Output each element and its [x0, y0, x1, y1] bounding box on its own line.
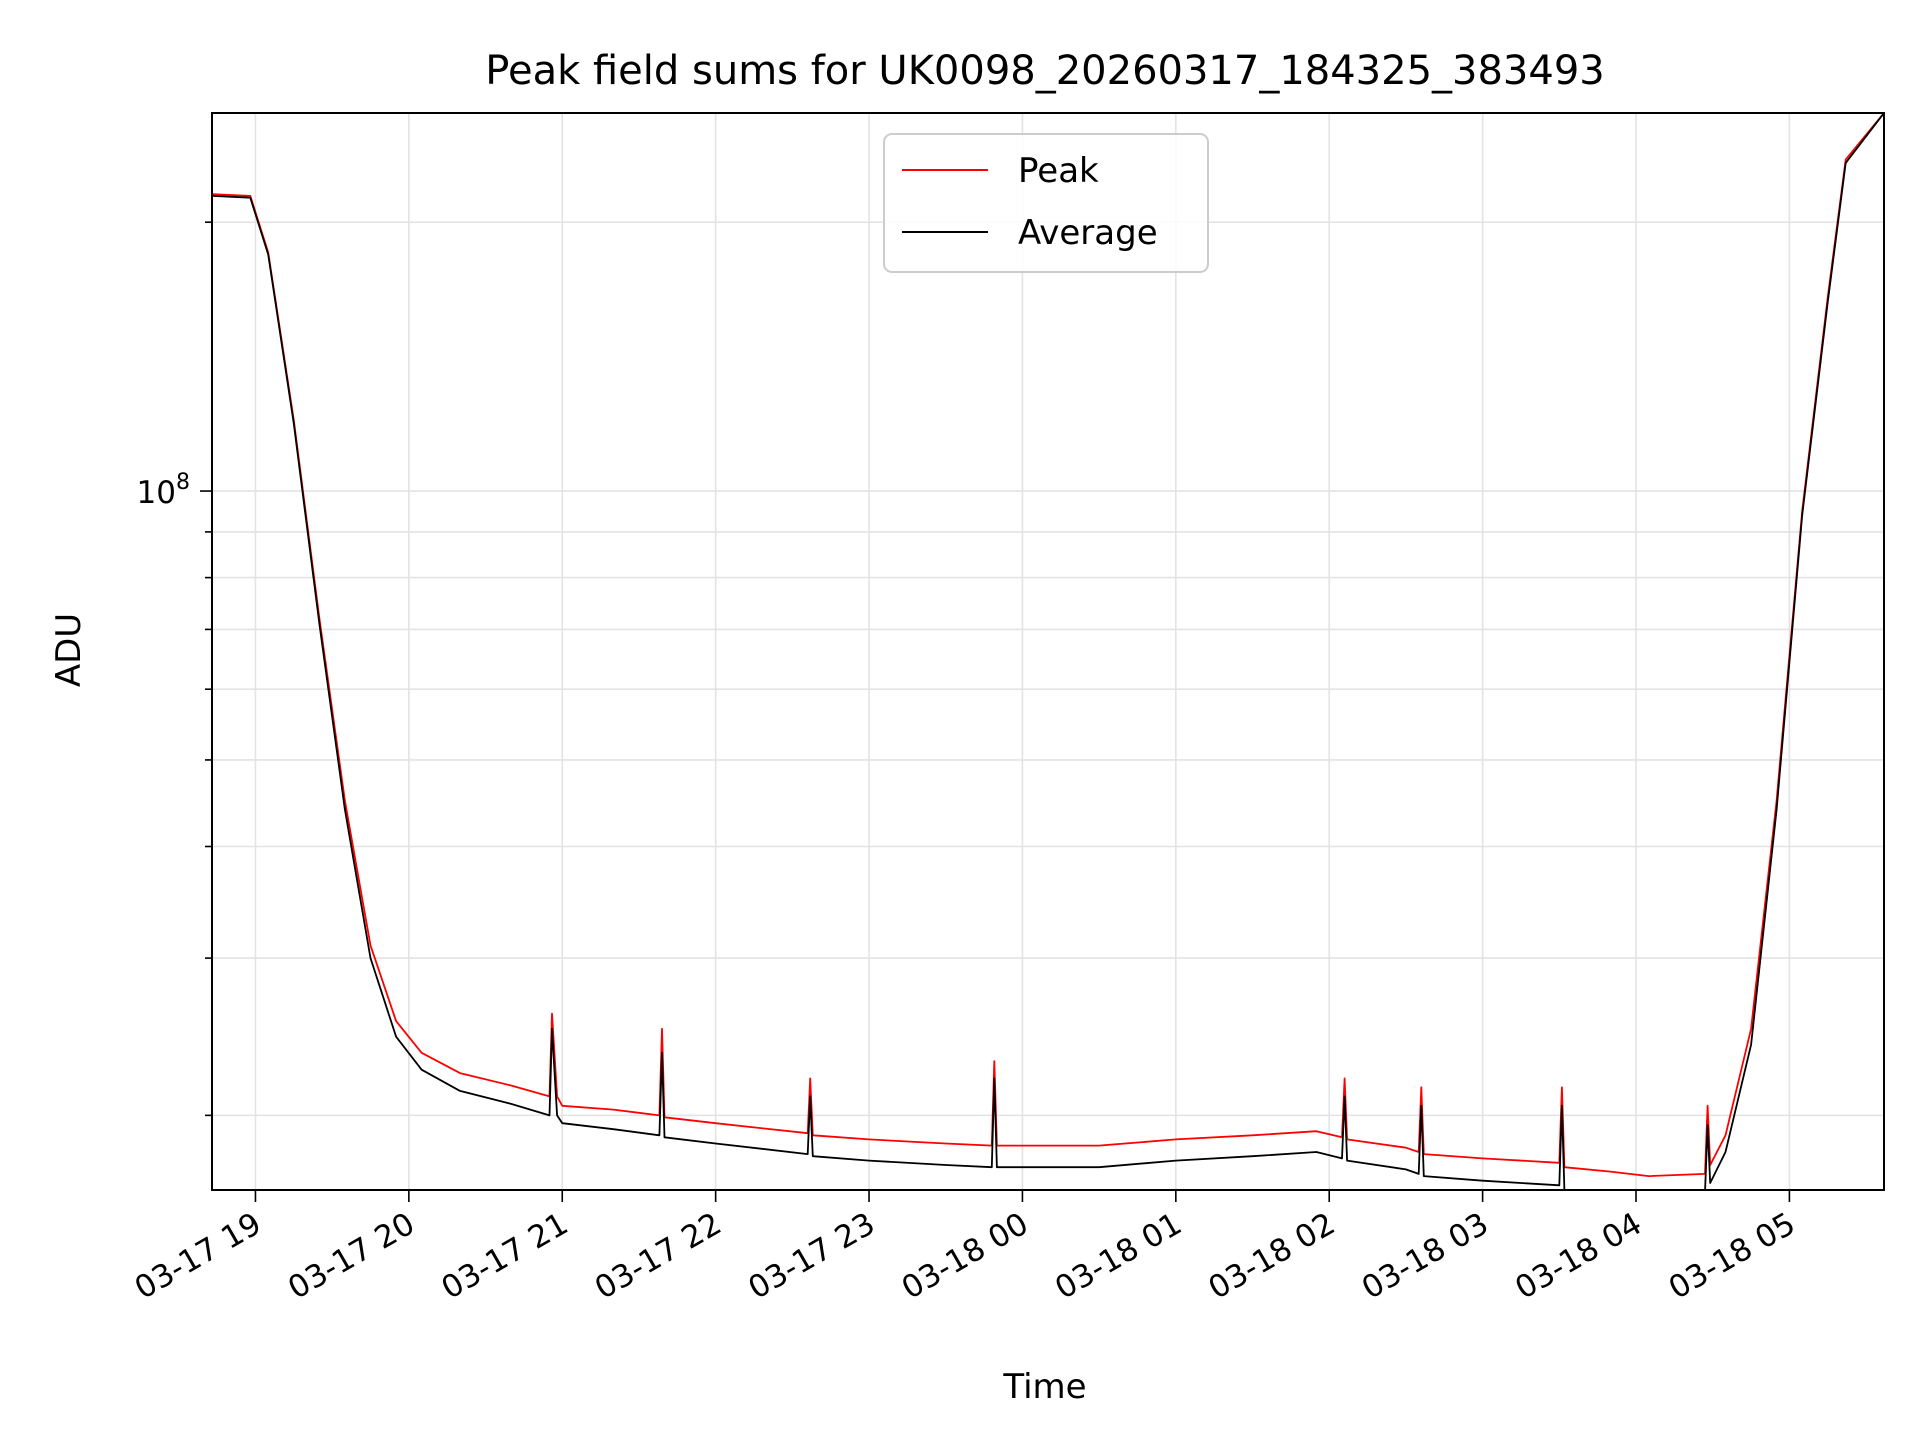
legend-box [883, 133, 1209, 273]
x-axis-label: Time [1002, 1367, 1086, 1407]
plot-frame [211, 112, 1885, 1191]
y-axis-label: ADU [49, 613, 89, 687]
y-axis: 108 [137, 221, 212, 1117]
series-line-average [212, 113, 1884, 1190]
chart-title: Peak field sums for UK0098_20260317_1843… [485, 48, 1604, 94]
legend-label-peak: Peak [1018, 151, 1099, 191]
y-tick-label: 108 [137, 470, 190, 511]
legend: Peak Average [883, 133, 1209, 273]
plot-area [212, 113, 1884, 1190]
legend-label-average: Average [1018, 213, 1158, 253]
